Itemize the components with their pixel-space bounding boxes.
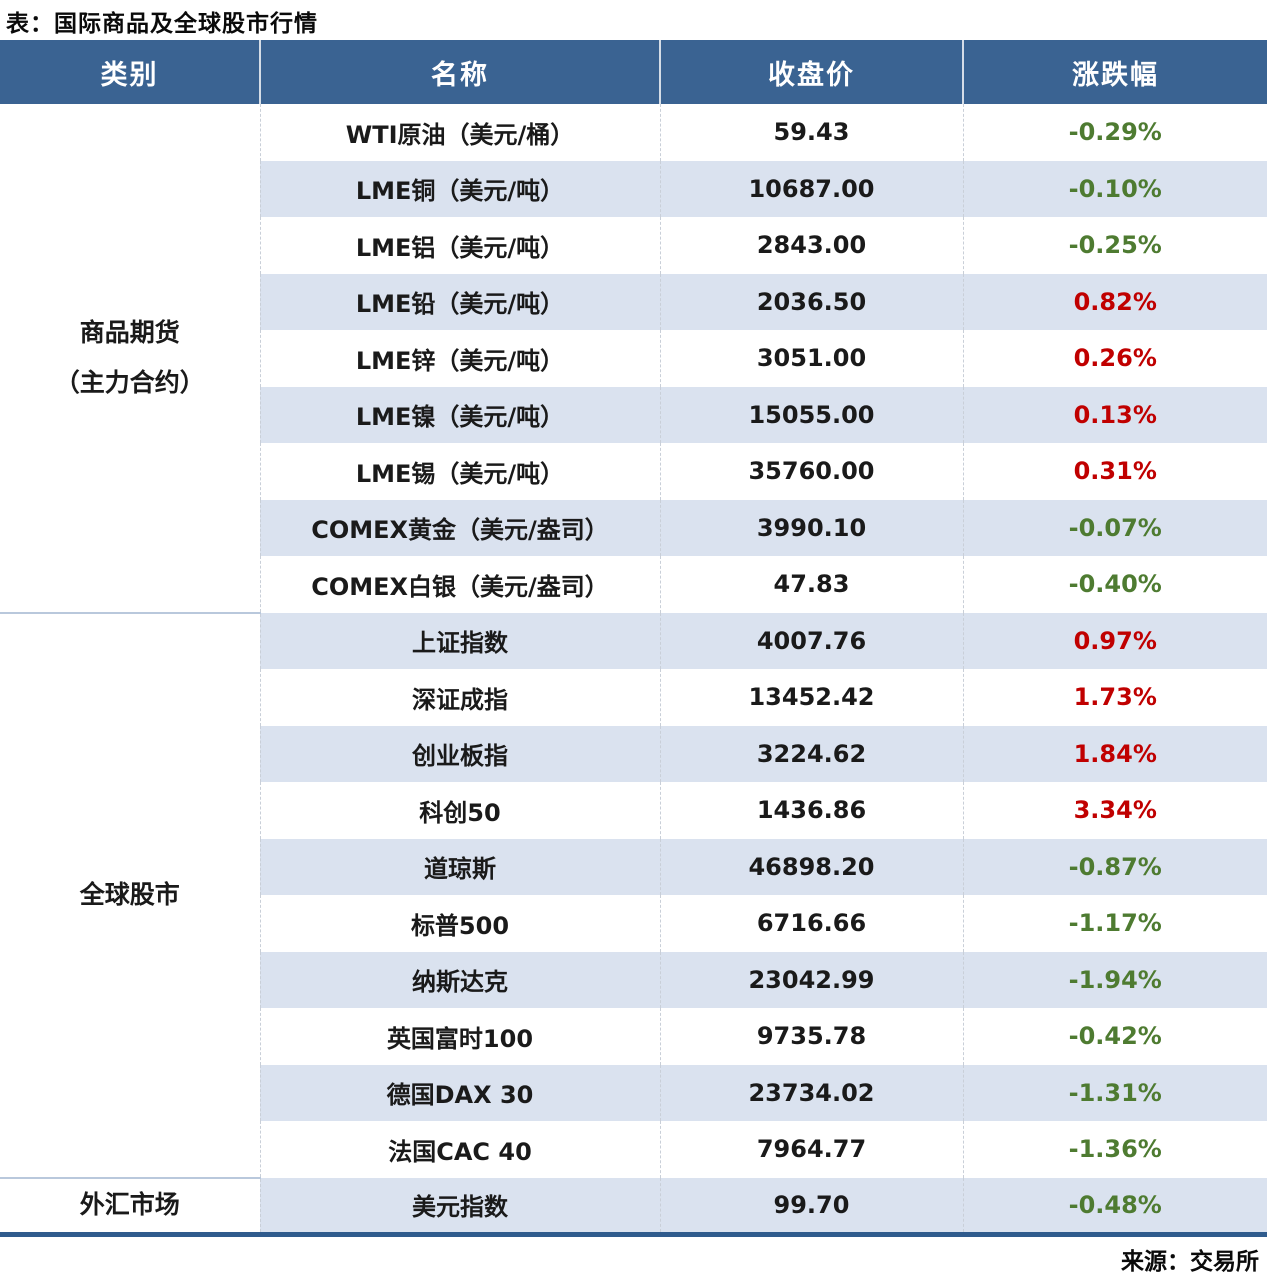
- table-row: LME锌（美元/吨） 3051.00 0.26%: [0, 330, 1267, 387]
- category-label: （主力合约）: [54, 367, 205, 397]
- header-name: 名称: [260, 40, 661, 104]
- change-cell: -0.48%: [962, 1177, 1267, 1237]
- header-change: 涨跌幅: [963, 40, 1267, 104]
- table-row: LME镍（美元/吨） 15055.00 0.13%: [0, 386, 1267, 443]
- table-row: 全球股市 上证指数 4007.76 0.97%: [0, 611, 1267, 1178]
- close-price-cell: 10687.00: [659, 160, 963, 217]
- name-cell: 科创50: [259, 782, 660, 839]
- header-row: 类别 名称 收盘价 涨跌幅: [0, 40, 1267, 104]
- close-price-cell: 7964.77: [659, 1121, 963, 1178]
- close-price-cell: 15055.00: [659, 386, 963, 443]
- name-cell: 英国富时100: [259, 1008, 660, 1065]
- change-cell: -1.17%: [962, 895, 1267, 952]
- name-cell: 标普500: [259, 895, 660, 952]
- change-cell: -1.31%: [962, 1064, 1267, 1121]
- table-body: 商品期货 （主力合约） WTI原油（美元/桶） 59.43 -0.29% LME铜（美元/…: [0, 104, 1267, 1237]
- name-cell: LME铜（美元/吨）: [259, 160, 660, 217]
- name-cell: 深证成指: [259, 669, 660, 726]
- change-cell: 3.34%: [962, 782, 1267, 839]
- close-price-cell: 46898.20: [659, 838, 963, 895]
- name-cell: 德国DAX 30: [259, 1064, 660, 1121]
- header-close-price: 收盘价: [660, 40, 964, 104]
- table-row: 标普500 6716.66 -1.17%: [0, 895, 1267, 952]
- change-cell: -1.94%: [962, 951, 1267, 1008]
- name-cell: LME铝（美元/吨）: [259, 217, 660, 274]
- change-cell: 0.13%: [962, 386, 1267, 443]
- change-cell: 1.73%: [962, 669, 1267, 726]
- table-row: 道琼斯 46898.20 -0.87%: [0, 838, 1267, 895]
- close-price-cell: 13452.42: [659, 669, 963, 726]
- close-price-cell: 4007.76: [659, 612, 963, 669]
- table-row: 德国DAX 30 23734.02 -1.31%: [0, 1064, 1267, 1121]
- name-cell: 法国CAC 40: [259, 1121, 660, 1178]
- table-row: LME锡（美元/吨） 35760.00 0.31%: [0, 443, 1267, 500]
- table-row: 商品期货 （主力合约） WTI原油（美元/桶） 59.43 -0.29%: [0, 104, 1267, 613]
- name-cell: LME锡（美元/吨）: [259, 443, 660, 500]
- table-row: COMEX白银（美元/盎司） 47.83 -0.40%: [0, 556, 1267, 613]
- change-cell: 0.97%: [962, 612, 1267, 669]
- name-cell: COMEX黄金（美元/盎司）: [259, 499, 660, 556]
- name-cell: 道琼斯: [259, 838, 660, 895]
- change-cell: 0.31%: [962, 443, 1267, 500]
- table-row: 英国富时100 9735.78 -0.42%: [0, 1008, 1267, 1065]
- close-price-cell: 47.83: [659, 556, 963, 613]
- close-price-cell: 23042.99: [659, 951, 963, 1008]
- change-cell: 0.26%: [962, 330, 1267, 387]
- close-price-cell: 3051.00: [659, 330, 963, 387]
- name-cell: LME铅（美元/吨）: [259, 273, 660, 330]
- table-row: LME铜（美元/吨） 10687.00 -0.10%: [0, 160, 1267, 217]
- close-price-cell: 1436.86: [659, 782, 963, 839]
- category-cell: 商品期货 （主力合约）: [0, 104, 260, 613]
- change-cell: -0.29%: [962, 104, 1267, 161]
- category-cell: 全球股市: [0, 611, 260, 1178]
- change-cell: 0.82%: [962, 273, 1267, 330]
- change-cell: -0.40%: [962, 556, 1267, 613]
- close-price-cell: 59.43: [659, 104, 963, 161]
- category-label: 外汇市场: [79, 1190, 180, 1219]
- table-row: LME铝（美元/吨） 2843.00 -0.25%: [0, 217, 1267, 274]
- name-cell: 创业板指: [259, 725, 660, 782]
- close-price-cell: 2843.00: [659, 217, 963, 274]
- table-row: 法国CAC 40 7964.77 -1.36%: [0, 1121, 1267, 1178]
- name-cell: LME镍（美元/吨）: [259, 386, 660, 443]
- table-header: 类别 名称 收盘价 涨跌幅: [0, 40, 1267, 104]
- close-price-cell: 35760.00: [659, 443, 963, 500]
- name-cell: 纳斯达克: [259, 951, 660, 1008]
- name-cell: 美元指数: [259, 1177, 660, 1237]
- category-label: 全球股市: [79, 880, 180, 909]
- name-cell: COMEX白银（美元/盎司）: [259, 556, 660, 613]
- change-cell: -0.25%: [962, 217, 1267, 274]
- name-cell: WTI原油（美元/桶）: [259, 104, 660, 161]
- change-cell: -0.87%: [962, 838, 1267, 895]
- name-cell: LME锌（美元/吨）: [259, 330, 660, 387]
- change-cell: -0.42%: [962, 1008, 1267, 1065]
- table-row: 科创50 1436.86 3.34%: [0, 782, 1267, 839]
- name-cell: 上证指数: [259, 612, 660, 669]
- table-row: 创业板指 3224.62 1.84%: [0, 725, 1267, 782]
- table-row: COMEX黄金（美元/盎司） 3990.10 -0.07%: [0, 499, 1267, 556]
- table-row: 纳斯达克 23042.99 -1.94%: [0, 951, 1267, 1008]
- source-note: 来源：交易所: [1121, 1249, 1259, 1275]
- change-cell: 1.84%: [962, 725, 1267, 782]
- close-price-cell: 23734.02: [659, 1064, 963, 1121]
- page-title: 表：国际商品及全球股市行情: [6, 11, 318, 37]
- header-category: 类别: [0, 40, 261, 104]
- close-price-cell: 6716.66: [659, 895, 963, 952]
- table-row: 外汇市场 美元指数 99.70 -0.48%: [0, 1176, 1267, 1237]
- close-price-cell: 2036.50: [659, 273, 963, 330]
- change-cell: -1.36%: [962, 1121, 1267, 1178]
- close-price-cell: 3990.10: [659, 499, 963, 556]
- change-cell: -0.07%: [962, 499, 1267, 556]
- market-table: 类别 名称 收盘价 涨跌幅 商品期货 （主力合约） WTI原油（美元/桶） 59.43…: [0, 40, 1267, 1237]
- table-row: LME铅（美元/吨） 2036.50 0.82%: [0, 273, 1267, 330]
- close-price-cell: 3224.62: [659, 725, 963, 782]
- category-cell: 外汇市场: [0, 1176, 260, 1237]
- table-row: 深证成指 13452.42 1.73%: [0, 669, 1267, 726]
- close-price-cell: 9735.78: [659, 1008, 963, 1065]
- change-cell: -0.10%: [962, 160, 1267, 217]
- category-label: 商品期货: [79, 317, 180, 347]
- close-price-cell: 99.70: [659, 1177, 963, 1237]
